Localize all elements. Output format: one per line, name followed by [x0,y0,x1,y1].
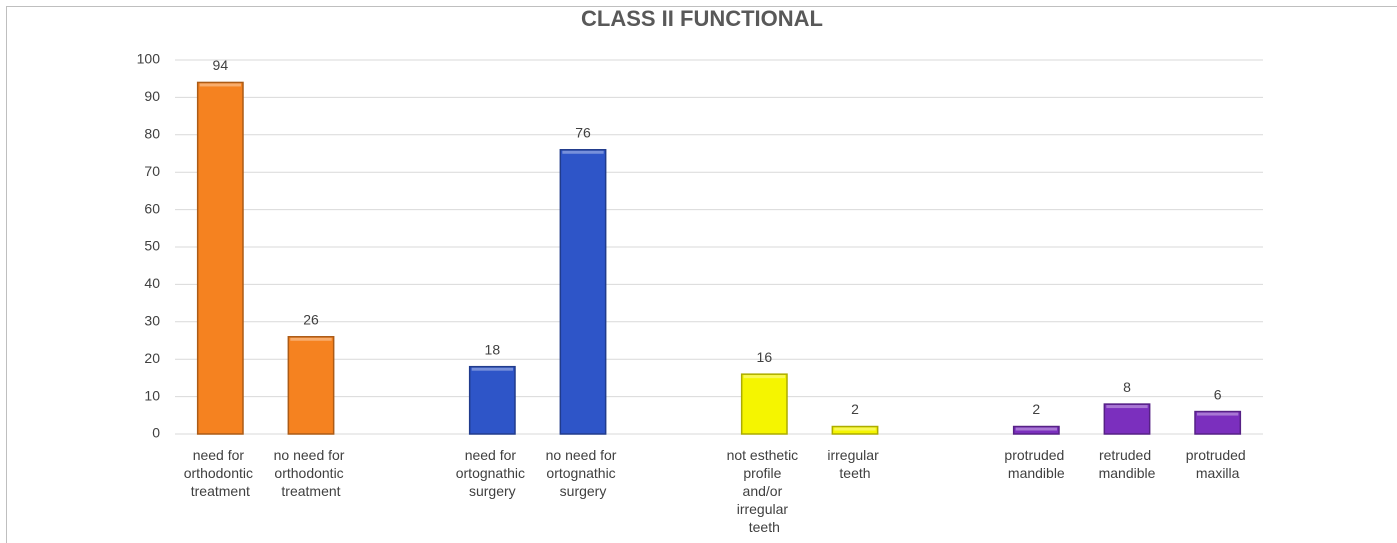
data-label: 6 [1214,386,1222,402]
y-tick-label: 20 [144,350,160,366]
chart-frame [6,6,1397,543]
bar-highlight [743,375,785,379]
y-tick-label: 90 [144,88,160,104]
bar-highlight [199,83,241,87]
bar-highlight [1197,412,1239,416]
bar-highlight [290,337,332,341]
bar-highlight [1015,427,1057,431]
data-label: 26 [303,311,319,327]
data-label: 2 [1032,401,1040,417]
x-tick-label: need for orthodontic treatment [184,447,257,499]
x-tick-label: irregular teeth [827,447,882,481]
y-tick-label: 30 [144,313,160,329]
y-tick-label: 40 [144,275,160,291]
data-label: 8 [1123,379,1131,395]
x-tick-label: protruded mandible [1004,447,1068,481]
y-tick-label: 70 [144,163,160,179]
bar [831,425,879,435]
data-label: 94 [213,57,229,73]
x-tick-label: no need for ortognathic surgery [546,447,621,499]
bar [468,365,516,435]
data-label: 16 [757,349,773,365]
y-tick-label: 10 [144,387,160,403]
bar [196,81,244,435]
bar-highlight [1106,405,1148,409]
x-tick-label: no need for orthodontic treatment [274,447,349,499]
x-tick-label: protruded maxilla [1186,447,1250,481]
bar [740,373,788,435]
y-tick-label: 50 [144,238,160,254]
bar-highlight [471,367,513,371]
bar-highlight [562,150,604,154]
x-tick-label: not esthetic profile and/or irregular te… [727,447,803,535]
y-tick-label: 0 [152,425,160,441]
bar-highlight [834,427,876,431]
x-tick-label: retruded mandible [1099,447,1156,481]
bar [1194,410,1242,435]
y-tick-label: 80 [144,126,160,142]
y-tick-label: 100 [137,51,161,67]
data-label: 18 [485,341,501,357]
bar [1012,425,1060,435]
x-tick-label: need for ortognathic surgery [456,447,529,499]
y-tick-label: 60 [144,200,160,216]
chart-title: CLASS II FUNCTIONAL [581,6,823,31]
bar [287,336,335,435]
data-label: 76 [575,124,591,140]
bar [1103,403,1151,435]
data-label: 2 [851,401,859,417]
bar [559,149,607,435]
